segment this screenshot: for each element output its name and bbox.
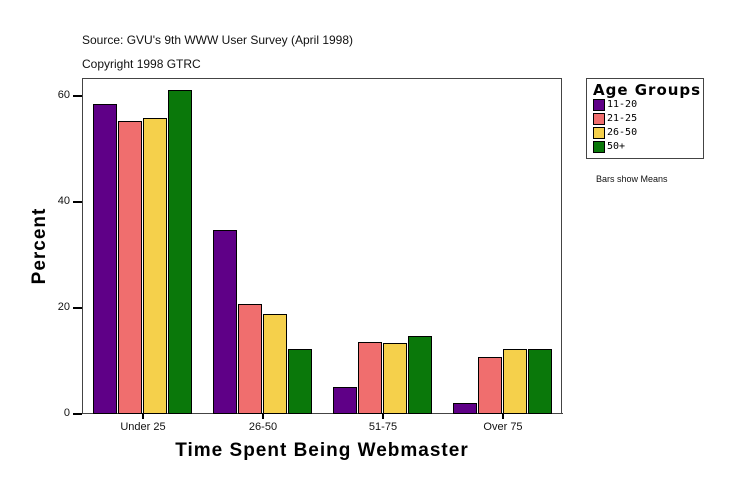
x-tick (262, 413, 264, 419)
legend-label: 11-20 (607, 99, 638, 110)
bar-11-20-26-50 (213, 230, 237, 414)
legend-item: 50+ (593, 140, 625, 153)
bars-note: Bars show Means (596, 174, 668, 184)
legend-label: 50+ (607, 141, 626, 152)
bar-11-20-over-75 (453, 402, 477, 414)
legend-title: Age Groups (593, 81, 702, 99)
bar-50+-over-75 (528, 348, 552, 414)
bar-11-20-51-75 (333, 386, 357, 414)
x-tick-label: Under 25 (120, 421, 166, 433)
legend-swatch (593, 98, 605, 111)
copyright-text: Copyright 1998 GTRC (82, 57, 201, 71)
legend-item: 21-25 (593, 112, 637, 125)
y-axis-title: Percent (29, 207, 50, 285)
legend-item: 11-20 (593, 98, 637, 111)
y-tick (73, 201, 82, 203)
x-tick (382, 413, 384, 419)
bar-50+-51-75 (408, 336, 432, 414)
x-tick-label: 26-50 (248, 421, 278, 433)
y-tick-label: 0 (63, 407, 70, 419)
source-text: Source: GVU's 9th WWW User Survey (April… (82, 33, 354, 47)
x-tick (142, 413, 144, 419)
bar-21-25-over-75 (478, 356, 502, 414)
bar-21-25-under-25 (118, 120, 142, 414)
legend-label: 26-50 (607, 127, 638, 138)
x-axis-title: Time Spent Being Webmaster (175, 440, 469, 461)
bar-26-50-51-75 (383, 342, 407, 414)
y-tick (73, 307, 82, 309)
legend-item: 26-50 (593, 126, 637, 139)
y-tick-label: 60 (57, 89, 70, 101)
legend-swatch (593, 140, 605, 153)
legend-label: 21-25 (607, 113, 638, 124)
x-tick-label: Over 75 (483, 421, 523, 433)
bar-21-25-51-75 (358, 341, 382, 414)
y-axis (82, 78, 83, 414)
bar-26-50-under-25 (143, 118, 167, 414)
y-tick-label: 40 (57, 195, 70, 207)
bar-50+-under-25 (168, 90, 192, 414)
x-axis (82, 413, 563, 414)
legend-swatch (593, 126, 605, 139)
bar-26-50-26-50 (263, 313, 287, 414)
y-tick (73, 95, 82, 97)
x-tick (502, 413, 504, 419)
x-tick-label: 51-75 (368, 421, 398, 433)
bar-21-25-26-50 (238, 304, 262, 414)
legend: Age Groups 11-20 21-25 26-50 50+ (586, 78, 704, 159)
bar-11-20-under-25 (93, 103, 117, 414)
bar-26-50-over-75 (503, 348, 527, 414)
legend-swatch (593, 112, 605, 125)
y-tick (73, 413, 82, 415)
y-tick-label: 20 (57, 301, 70, 313)
bar-50+-26-50 (288, 348, 312, 414)
plot-area (82, 78, 562, 414)
